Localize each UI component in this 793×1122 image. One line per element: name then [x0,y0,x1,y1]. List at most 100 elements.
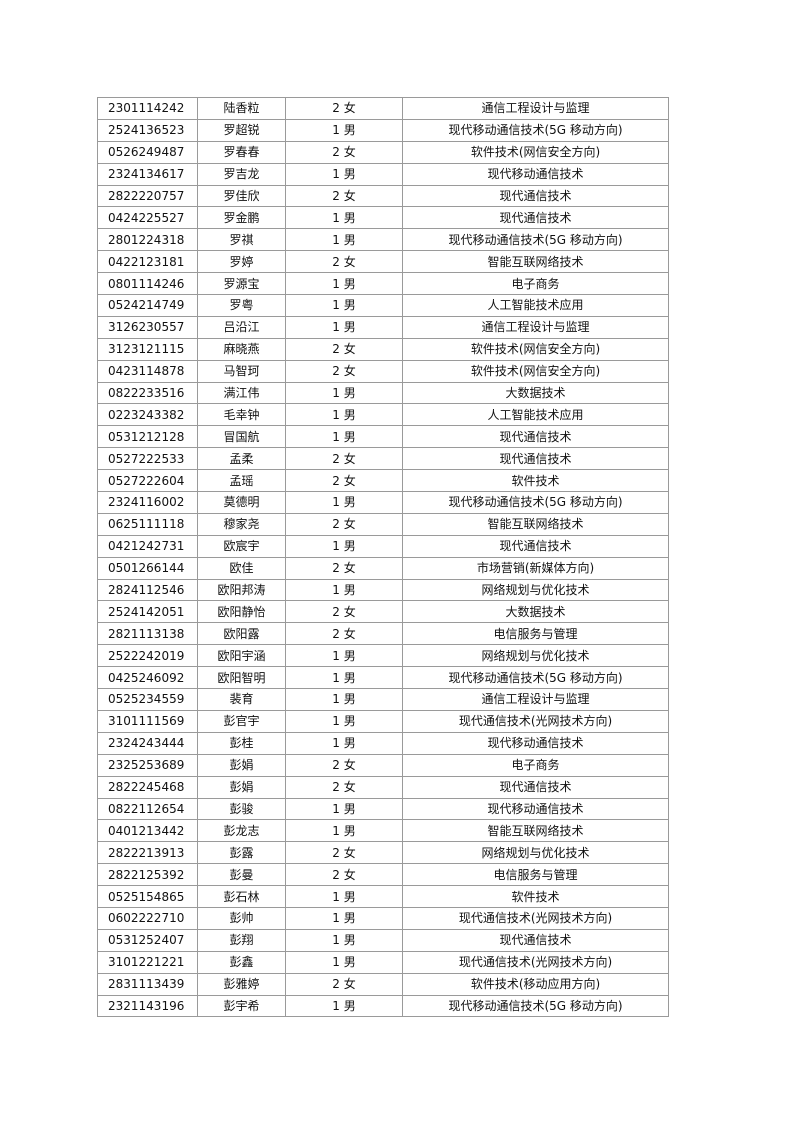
student-id-cell: 2524136523 [97,118,198,142]
major-cell: 网络规划与优化技术 [402,841,669,865]
major-cell: 人工智能技术应用 [402,403,669,427]
student-name-cell: 罗粤 [197,294,286,317]
major-cell: 网络规划与优化技术 [402,578,669,602]
table-row: 3101111569 彭官宇 1 男现代通信技术(光网技术方向) [97,709,669,733]
student-name-cell: 罗吉龙 [197,162,286,186]
table-row: 0602222710 彭帅 1 男现代通信技术(光网技术方向) [97,906,669,930]
major-cell: 现代通信技术 [402,775,669,799]
student-table-body: 2301114242 陆香粒 2 女通信工程设计与监理 2524136523 罗超锐 1 … [97,97,669,1018]
major-cell: 现代通信技术 [402,206,669,230]
student-id-cell: 2522242019 [97,644,198,668]
table-row: 0531212128 冒国航 1 男现代通信技术 [97,425,669,449]
major-cell: 电子商务 [402,753,669,777]
student-name-cell: 彭官宇 [197,709,286,733]
table-row: 2822220757 罗佳欣 2 女现代通信技术 [97,184,669,208]
table-row: 3101221221 彭鑫 1 男现代通信技术(光网技术方向) [97,950,669,974]
gender-cell: 2 女 [285,140,403,164]
student-name-cell: 毛幸钟 [197,403,286,427]
major-cell: 通信工程设计与监理 [402,688,669,711]
gender-cell: 2 女 [285,447,403,471]
student-name-cell: 罗超锐 [197,118,286,142]
student-id-cell: 0223243382 [97,403,198,427]
gender-cell: 1 男 [285,381,403,405]
gender-cell: 1 男 [285,731,403,755]
student-id-cell: 0526249487 [97,140,198,164]
major-cell: 电信服务与管理 [402,863,669,887]
major-cell: 通信工程设计与监理 [402,315,669,339]
student-name-cell: 冒国航 [197,425,286,449]
major-cell: 现代移动通信技术 [402,797,669,821]
major-cell: 现代通信技术 [402,928,669,952]
gender-cell: 2 女 [285,863,403,887]
major-cell: 智能互联网络技术 [402,512,669,536]
table-row: 0401213442 彭龙志 1 男智能互联网络技术 [97,819,669,843]
student-name-cell: 满江伟 [197,381,286,405]
major-cell: 现代移动通信技术(5G 移动方向) [402,228,669,252]
student-id-cell: 0801114246 [97,272,198,296]
table-row: 2822213913 彭露 2 女网络规划与优化技术 [97,841,669,865]
student-name-cell: 罗佳欣 [197,184,286,208]
major-cell: 现代移动通信技术 [402,731,669,755]
major-cell: 智能互联网络技术 [402,819,669,843]
student-name-cell: 彭露 [197,841,286,865]
table-row: 2824112546 欧阳邦涛 1 男网络规划与优化技术 [97,578,669,602]
major-cell: 现代移动通信技术(5G 移动方向) [402,118,669,142]
major-cell: 现代通信技术(光网技术方向) [402,906,669,930]
student-name-cell: 欧阳静怡 [197,600,286,624]
student-name-cell: 罗源宝 [197,272,286,296]
table-row: 2822125392 彭曼 2 女电信服务与管理 [97,863,669,887]
student-name-cell: 罗金鹏 [197,206,286,230]
student-name-cell: 欧阳邦涛 [197,578,286,602]
table-row: 2822245468 彭娟 2 女现代通信技术 [97,775,669,799]
major-cell: 现代通信技术 [402,425,669,449]
student-id-cell: 2324243444 [97,731,198,755]
table-row: 0527222533 孟柔 2 女现代通信技术 [97,447,669,471]
student-id-cell: 0501266144 [97,556,198,580]
student-name-cell: 彭骏 [197,797,286,821]
student-id-cell: 2822213913 [97,841,198,865]
student-name-cell: 孟柔 [197,447,286,471]
student-id-cell: 0401213442 [97,819,198,843]
major-cell: 大数据技术 [402,600,669,624]
gender-cell: 2 女 [285,753,403,777]
student-id-cell: 0425246092 [97,666,198,690]
table-row: 0524214749 罗粤 1 男人工智能技术应用 [97,294,669,317]
student-id-cell: 3123121115 [97,337,198,361]
student-name-cell: 欧阳露 [197,622,286,646]
major-cell: 现代通信技术(光网技术方向) [402,709,669,733]
student-name-cell: 彭娟 [197,753,286,777]
student-id-cell: 2822125392 [97,863,198,887]
table-row: 2324116002 莫德明 1 男现代移动通信技术(5G 移动方向) [97,491,669,514]
table-row: 0822112654 彭骏 1 男现代移动通信技术 [97,797,669,821]
table-row: 2524142051 欧阳静怡 2 女大数据技术 [97,600,669,624]
student-name-cell: 莫德明 [197,491,286,514]
student-name-cell: 孟瑶 [197,469,286,493]
table-row: 0424225527 罗金鹏 1 男现代通信技术 [97,206,669,230]
student-name-cell: 麻晓燕 [197,337,286,361]
major-cell: 网络规划与优化技术 [402,644,669,668]
table-row: 0527222604 孟瑶 2 女软件技术 [97,469,669,493]
table-row: 0421242731 欧宸宇 1 男现代通信技术 [97,534,669,558]
student-name-cell: 陆香粒 [197,97,286,120]
student-id-cell: 3126230557 [97,315,198,339]
gender-cell: 1 男 [285,666,403,690]
major-cell: 软件技术(网信安全方向) [402,140,669,164]
table-row: 0822233516 满江伟 1 男大数据技术 [97,381,669,405]
student-id-cell: 0423114878 [97,359,198,383]
student-name-cell: 彭娟 [197,775,286,799]
major-cell: 现代通信技术(光网技术方向) [402,950,669,974]
gender-cell: 1 男 [285,950,403,974]
gender-cell: 2 女 [285,775,403,799]
student-name-cell: 吕沿江 [197,315,286,339]
gender-cell: 2 女 [285,97,403,120]
table-row: 2301114242 陆香粒 2 女通信工程设计与监理 [97,97,669,120]
student-id-cell: 0531252407 [97,928,198,952]
gender-cell: 2 女 [285,600,403,624]
gender-cell: 1 男 [285,797,403,821]
table-row: 0625111118 穆家尧 2 女智能互联网络技术 [97,512,669,536]
table-row: 0422123181 罗婷 2 女智能互联网络技术 [97,250,669,274]
table-row: 0525154865 彭石林 1 男软件技术 [97,885,669,908]
student-name-cell: 马智珂 [197,359,286,383]
student-name-cell: 彭石林 [197,885,286,908]
major-cell: 现代通信技术 [402,447,669,471]
